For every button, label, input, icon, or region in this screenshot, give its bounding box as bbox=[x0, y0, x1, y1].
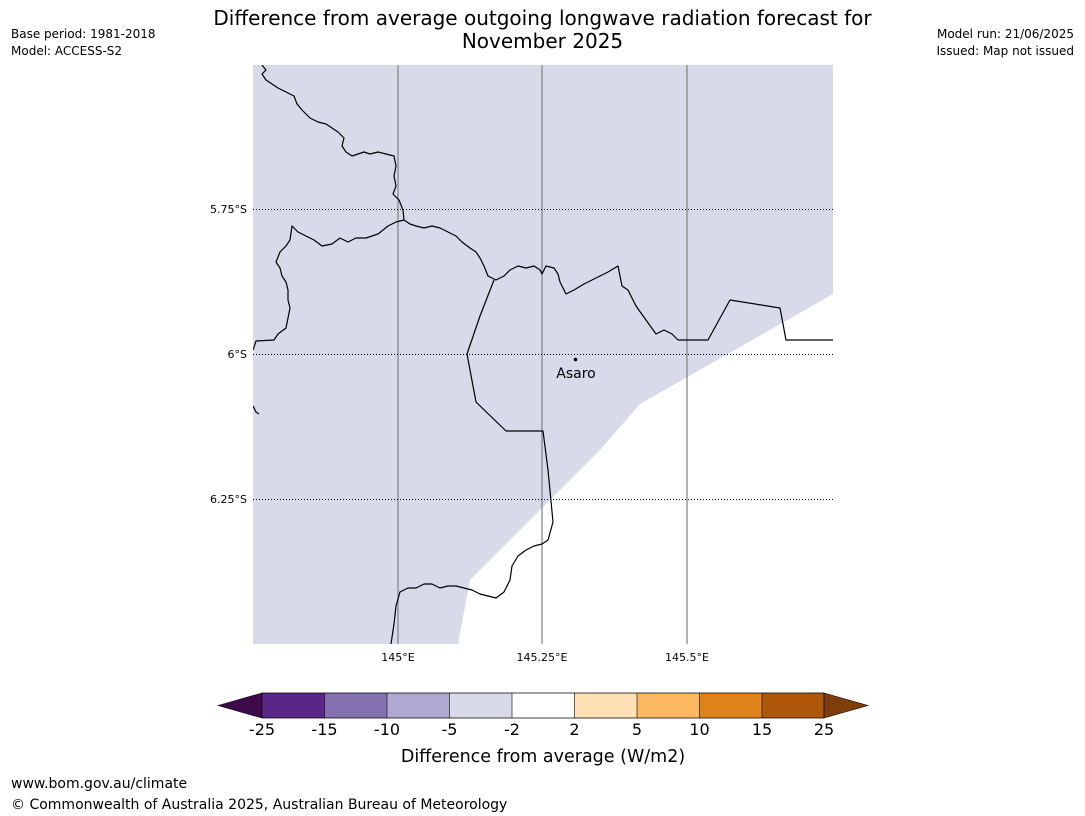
base-period: Base period: 1981-2018 bbox=[11, 27, 156, 41]
colorbar-tick-label: 25 bbox=[814, 720, 834, 739]
colorbar-segment bbox=[324, 693, 387, 718]
colorbar-extend-low bbox=[216, 692, 263, 719]
colorbar-tick-label: -15 bbox=[311, 720, 337, 739]
asaro-label: Asaro bbox=[556, 366, 595, 382]
latitude-labels: 5.75°S 6°S 6.25°S bbox=[210, 203, 247, 506]
boundary-west bbox=[253, 219, 405, 351]
meta-right: Model run: 21/06/2025 Issued: Map not is… bbox=[936, 26, 1074, 60]
colorbar-tick-label: -5 bbox=[442, 720, 458, 739]
colorbar-dividers bbox=[261, 693, 825, 718]
colorbar-tick-labels: -25 -15 -10 -5 -2 2 5 10 15 25 bbox=[249, 720, 834, 739]
colorbar-tick-label: -2 bbox=[504, 720, 520, 739]
model-run: Model run: 21/06/2025 bbox=[936, 27, 1074, 41]
model-name: Model: ACCESS-S2 bbox=[11, 44, 123, 58]
colorbar-extend-high bbox=[823, 692, 870, 719]
footer-url[interactable]: www.bom.gov.au/climate bbox=[11, 776, 188, 792]
footer-copyright: © Commonwealth of Australia 2025, Austra… bbox=[11, 797, 508, 813]
colorbar-tick-label: -10 bbox=[374, 720, 400, 739]
map-panel: Asaro bbox=[253, 65, 833, 644]
footer: www.bom.gov.au/climate © Commonwealth of… bbox=[11, 774, 507, 816]
province-boundaries bbox=[253, 65, 833, 644]
map-title: Difference from average outgoing longwav… bbox=[170, 7, 915, 53]
title-line-1: Difference from average outgoing longwav… bbox=[213, 6, 872, 30]
colorbar-tick-label: 2 bbox=[569, 720, 579, 739]
lon-label-145-5e: 145.5°E bbox=[665, 651, 709, 664]
meta-left: Base period: 1981-2018 Model: ACCESS-S2 bbox=[11, 26, 156, 60]
colorbar-tick-label: -25 bbox=[249, 720, 275, 739]
asaro-marker bbox=[573, 357, 578, 362]
boundary-south bbox=[390, 279, 554, 644]
colorbar-segment bbox=[449, 693, 512, 718]
latitude-gridlines bbox=[253, 209, 833, 500]
colorbar-segment bbox=[699, 693, 762, 718]
colorbar: -25 -15 -10 -5 -2 2 5 10 15 25 Differenc… bbox=[216, 692, 870, 767]
colorbar-tick-label: 10 bbox=[689, 720, 709, 739]
issued-status: Issued: Map not issued bbox=[936, 44, 1074, 58]
colorbar-segment bbox=[262, 693, 325, 718]
lat-label-5-75s: 5.75°S bbox=[210, 203, 247, 216]
colorbar-segment bbox=[762, 693, 824, 718]
boundary-west-edge bbox=[253, 405, 260, 415]
lon-label-145e: 145°E bbox=[381, 651, 414, 664]
colorbar-tick-label: 15 bbox=[752, 720, 772, 739]
title-line-2: November 2025 bbox=[461, 29, 624, 53]
colorbar-tick-label: 5 bbox=[632, 720, 642, 739]
lon-label-145-25e: 145.25°E bbox=[517, 651, 568, 664]
colorbar-segment bbox=[387, 693, 450, 718]
colorbar-segment bbox=[574, 693, 637, 718]
colorbar-segment bbox=[512, 693, 575, 718]
colorbar-segment bbox=[637, 693, 700, 718]
lat-label-6s: 6°S bbox=[228, 348, 247, 361]
boundary-central bbox=[403, 219, 833, 341]
boundary-north bbox=[261, 65, 405, 221]
colorbar-title: Difference from average (W/m2) bbox=[401, 747, 685, 767]
lat-label-6-25s: 6.25°S bbox=[210, 493, 247, 506]
longitude-labels: 145°E 145.25°E 145.5°E bbox=[381, 651, 709, 664]
